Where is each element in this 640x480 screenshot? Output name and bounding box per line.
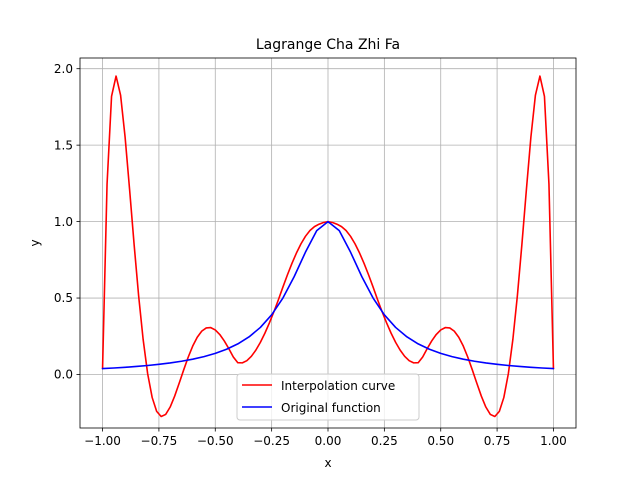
legend-label-original: Original function <box>281 401 381 415</box>
y-tick-label: 1.0 <box>54 215 73 229</box>
x-tick-label: 0.50 <box>427 434 454 448</box>
y-axis-label: y <box>28 239 42 246</box>
original-function-line <box>101 220 555 370</box>
x-tick-label: 0.75 <box>484 434 511 448</box>
x-tick-label: 0.25 <box>371 434 398 448</box>
y-ticks: 0.0 0.5 1.0 1.5 2.0 <box>54 62 80 382</box>
x-tick-label: −1.00 <box>84 434 121 448</box>
legend-box <box>236 373 420 421</box>
chart-title: Lagrange Cha Zhi Fa <box>256 37 400 53</box>
x-tick-label: 0.00 <box>315 434 342 448</box>
x-tick-label: −0.50 <box>197 434 234 448</box>
series-layer <box>101 75 555 418</box>
x-tick-label: 1.00 <box>540 434 567 448</box>
x-tick-label: −0.75 <box>141 434 178 448</box>
x-tick-label: −0.25 <box>253 434 290 448</box>
legend: Interpolation curve Original function <box>236 373 420 421</box>
x-ticks: −1.00 −0.75 −0.50 −0.25 0.00 0.25 0.50 0.75 1.00 <box>84 428 567 448</box>
y-tick-label: 1.5 <box>54 138 73 152</box>
y-tick-label: 0.0 <box>54 368 73 382</box>
legend-label-interpolation: Interpolation curve <box>281 379 395 393</box>
y-tick-label: 0.5 <box>54 291 73 305</box>
x-axis-label: x <box>324 456 331 470</box>
y-tick-label: 2.0 <box>54 62 73 76</box>
